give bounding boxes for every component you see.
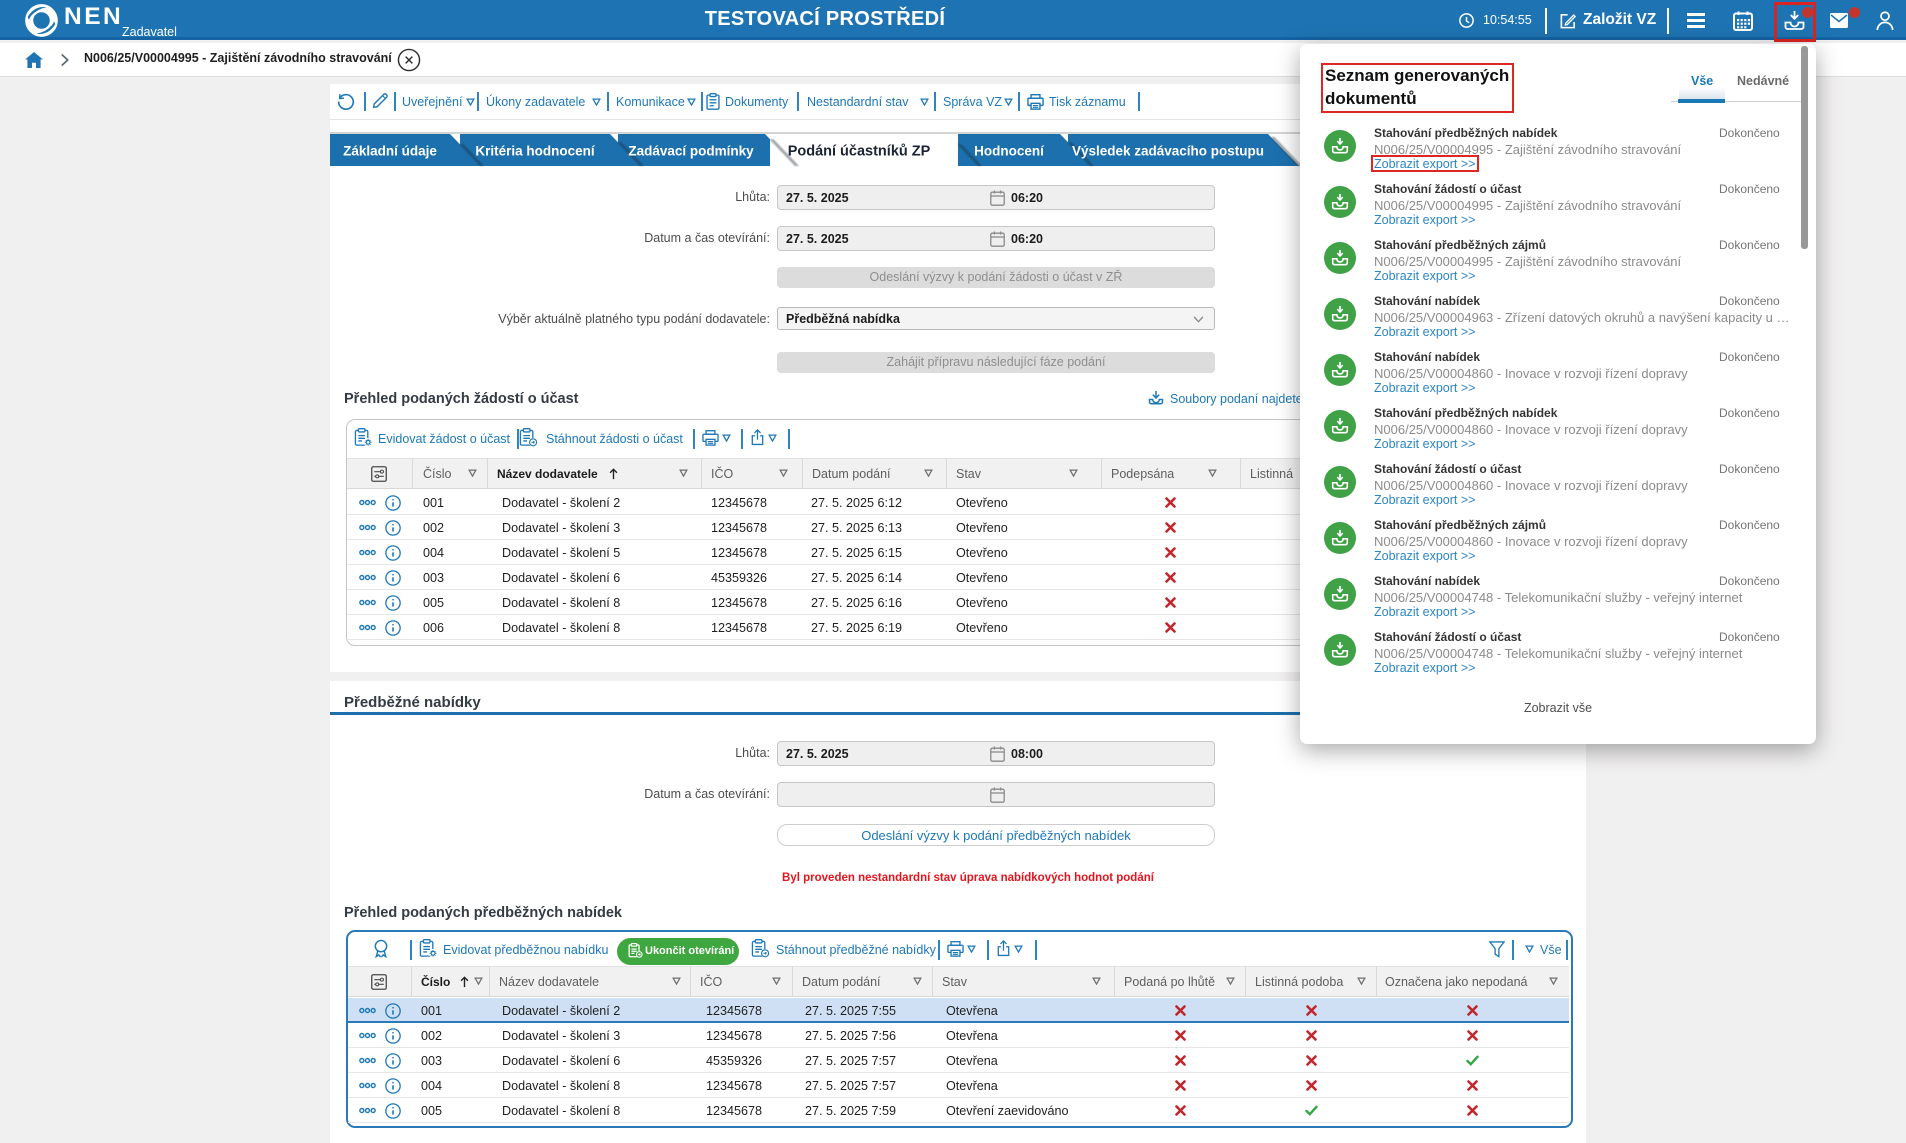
svg-text:Základní údaje: Základní údaje — [343, 144, 437, 159]
svg-text:Výsledek zadávacího postupu: Výsledek zadávacího postupu — [1072, 144, 1264, 159]
svg-text:Hodnocení: Hodnocení — [974, 144, 1045, 159]
svg-text:Kritéria hodnocení: Kritéria hodnocení — [475, 144, 596, 159]
svg-text:Zadávací podmínky: Zadávací podmínky — [628, 144, 754, 159]
svg-text:Podání účastníků ZP: Podání účastníků ZP — [788, 144, 931, 160]
